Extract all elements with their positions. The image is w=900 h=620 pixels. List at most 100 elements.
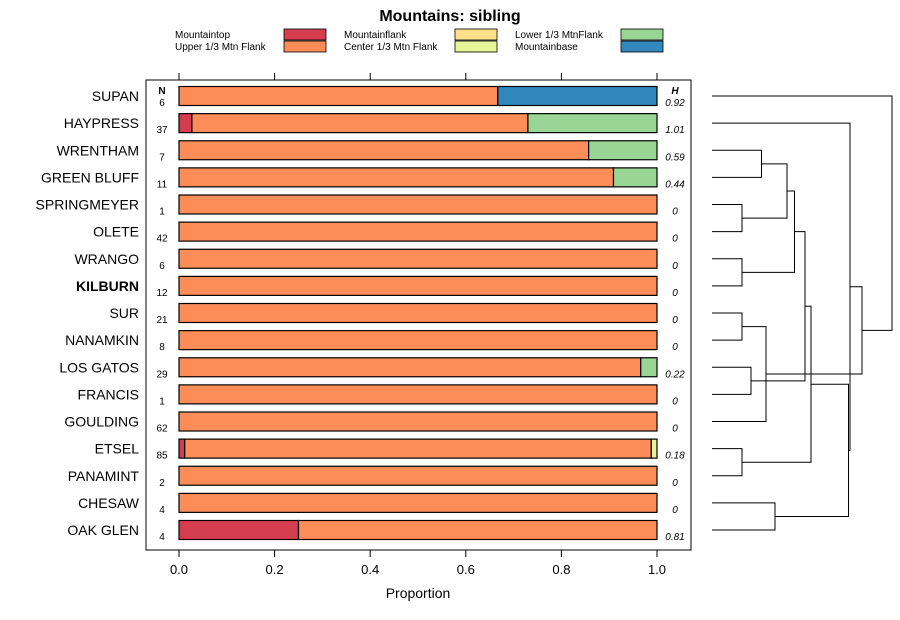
category-label: ETSEL — [95, 441, 140, 457]
n-value: 2 — [159, 478, 165, 489]
n-value: 1 — [159, 207, 165, 218]
dendrogram-link — [712, 502, 776, 531]
legend-label-mountainflank: Mountainflank — [344, 30, 407, 41]
dendrogram-link — [766, 286, 863, 375]
h-value: 0.22 — [665, 369, 685, 380]
category-label: NANAMKIN — [65, 332, 139, 348]
x-axis-title: Proportion — [386, 585, 451, 601]
n-value: 85 — [156, 451, 168, 462]
bar-segment-upper-1-3-mtn-flank — [178, 140, 590, 161]
x-tick-label: 0.2 — [266, 562, 284, 577]
n-value: 62 — [156, 424, 168, 435]
legend-swatch-mountaintop — [283, 28, 327, 41]
category-label: HAYPRESS — [64, 115, 139, 131]
legend-swatch-mountainbase — [620, 40, 664, 53]
bar-segment-lower-1-3-mtnflank — [612, 167, 658, 188]
category-label: PANAMINT — [68, 468, 140, 484]
n-value: 12 — [156, 288, 168, 299]
bar-segment-upper-1-3-mtn-flank — [178, 492, 658, 513]
h-value: 0 — [672, 315, 678, 326]
bar-segment-mountaintop — [178, 113, 193, 134]
bar-segment-upper-1-3-mtn-flank — [178, 465, 658, 486]
dendrogram-link — [742, 163, 788, 219]
panel-border — [145, 79, 692, 551]
h-value: 0 — [672, 342, 678, 353]
n-value: 11 — [157, 179, 168, 190]
h-value: 1.01 — [665, 125, 684, 136]
plot-panel — [145, 79, 692, 551]
h-value: 0 — [672, 234, 678, 245]
category-label: LOS GATOS — [59, 359, 139, 375]
bar-row-etsel: ETSEL 85 0.18 — [95, 438, 685, 462]
bar-row-francis: FRANCIS 1 0 — [78, 384, 678, 407]
legend-label-mountaintop: Mountaintop — [175, 30, 230, 41]
legend-swatch-center-1-3-mtn-flank — [454, 40, 498, 53]
category-label: OLETE — [93, 224, 139, 240]
x-tick-label: 0.6 — [457, 562, 475, 577]
bar-segment-lower-1-3-mtnflank — [588, 140, 658, 161]
bar-segment-upper-1-3-mtn-flank — [178, 221, 658, 242]
n-value: 6 — [159, 98, 165, 109]
category-label: SUPAN — [92, 88, 139, 104]
h-value: 0 — [672, 478, 678, 489]
bar-segment-lower-1-3-mtnflank — [527, 113, 658, 134]
dendrogram-link — [751, 231, 806, 382]
dendrogram-link — [712, 95, 893, 331]
dendrogram — [712, 95, 893, 531]
bar-row-kilburn: KILBURN 12 0 — [76, 275, 678, 299]
bar-segment-upper-1-3-mtn-flank — [178, 411, 658, 432]
bar-row-springmeyer: SPRINGMEYER 1 0 — [36, 194, 678, 218]
bar-segment-upper-1-3-mtn-flank — [178, 275, 658, 296]
bar-row-haypress: HAYPRESS 37 1.01 — [64, 113, 685, 136]
category-label: SPRINGMEYER — [36, 197, 139, 213]
n-value: 7 — [159, 152, 165, 163]
bar-segment-lower-1-3-mtnflank — [640, 357, 658, 378]
n-value: 6 — [159, 261, 165, 272]
bar-row-goulding: GOULDING 62 0 — [64, 411, 678, 435]
x-tick-label: 0.4 — [361, 562, 379, 577]
bar-row-wrentham: WRENTHAM 7 0.59 — [57, 140, 685, 163]
dendrogram-link — [712, 326, 767, 422]
dendrogram-link — [712, 366, 752, 395]
bar-segment-mountaintop — [178, 519, 300, 541]
category-label: SUR — [109, 305, 139, 321]
legend-label-lower-1-3-mtnflank: Lower 1/3 MtnFlank — [515, 30, 604, 41]
x-axis: 0.0 0.2 0.4 0.6 0.8 1.0 — [170, 73, 666, 577]
bar-row-chesaw: CHESAW 4 0 — [78, 492, 678, 516]
dendrogram-link — [712, 149, 762, 178]
bar-segment-upper-1-3-mtn-flank — [178, 330, 658, 351]
bar-segment-upper-1-3-mtn-flank — [191, 113, 529, 134]
bar-segment-upper-1-3-mtn-flank — [178, 167, 615, 188]
x-tick-label: 0.0 — [170, 562, 188, 577]
n-value: 4 — [159, 532, 165, 543]
h-value: 0.92 — [665, 98, 685, 109]
x-tick-label: 1.0 — [648, 562, 666, 577]
h-value: 0.18 — [665, 451, 685, 462]
bar-segment-upper-1-3-mtn-flank — [178, 384, 658, 405]
bar-row-supan: SUPAN 6 0.92 — [92, 85, 685, 109]
x-tick-label: 0.8 — [552, 562, 570, 577]
h-value: 0 — [672, 261, 678, 272]
category-label: CHESAW — [78, 495, 140, 511]
legend-label-mountainbase: Mountainbase — [515, 42, 578, 53]
legend-label-upper-1-3-mtn-flank: Upper 1/3 Mtn Flank — [175, 42, 267, 53]
category-label: KILBURN — [76, 278, 139, 294]
legend-swatch-lower-1-3-mtnflank — [620, 28, 664, 41]
dendrogram-link — [712, 122, 851, 451]
n-value: 37 — [156, 125, 168, 136]
bar-segment-upper-1-3-mtn-flank — [184, 438, 652, 459]
h-value: 0.81 — [665, 532, 684, 543]
h-column-header: H — [671, 86, 679, 97]
bar-segment-upper-1-3-mtn-flank — [178, 194, 658, 215]
h-value: 0 — [672, 424, 678, 435]
bar-rows: SUPAN 6 0.92 HAYPRESS 37 1.01 WRENTHAM 7 0.59 GRE… — [36, 85, 685, 543]
h-value: 0 — [672, 396, 678, 407]
bar-row-wrango: WRANGO 6 0 — [74, 248, 678, 272]
bar-segment-upper-1-3-mtn-flank — [178, 248, 658, 269]
bar-segment-center-1-3-mtn-flank — [650, 438, 658, 459]
bar-segment-mountaintop — [178, 438, 186, 459]
n-value: 21 — [156, 315, 168, 326]
h-value: 0 — [672, 207, 678, 218]
